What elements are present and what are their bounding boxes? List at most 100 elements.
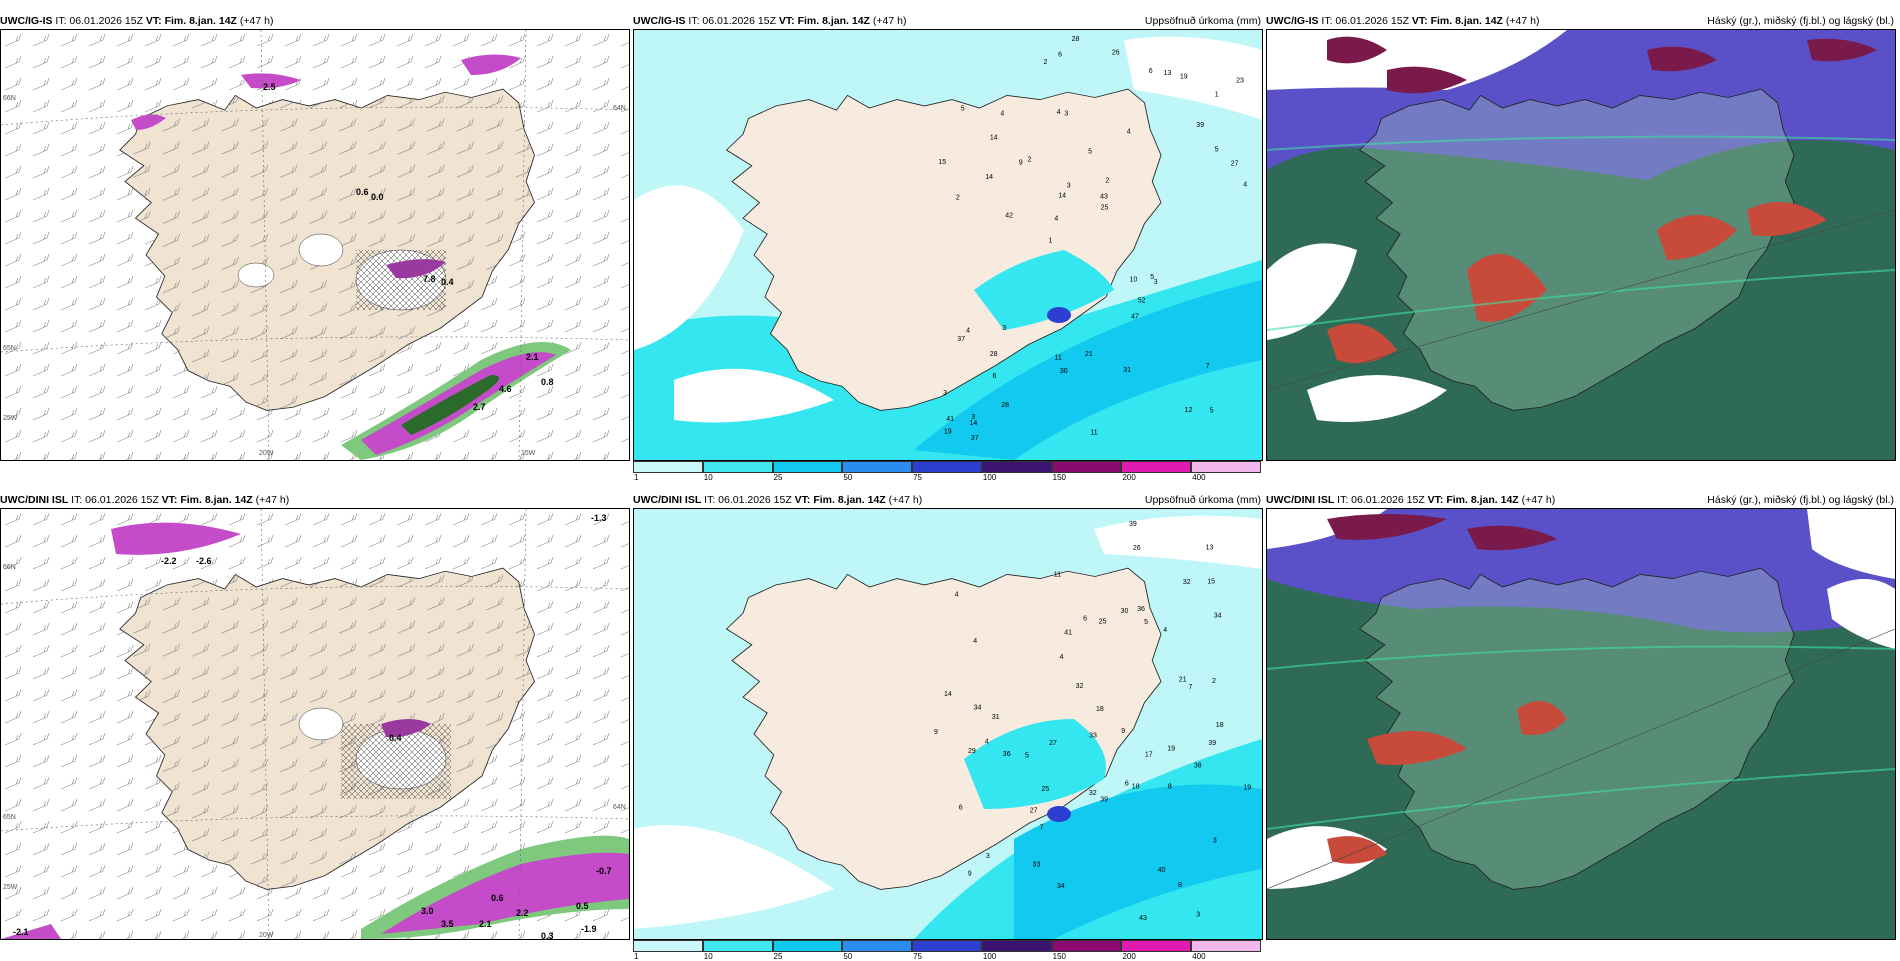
precip-station-value: 12 [1185, 407, 1193, 414]
colorbar-tick: 400 [1192, 473, 1206, 482]
temp-value: -2.2 [161, 556, 177, 566]
precip-station-value: 38 [1194, 762, 1202, 769]
map-precipitation: 3 4 6 4 3 4 3 5 4 6 5 8 7 11 9 6 19 18 14 9 13 25 21 19 18 34 36 33… [633, 508, 1263, 940]
temp-value: 0.3 [541, 931, 554, 939]
colorbar-tick: 150 [1052, 952, 1067, 961]
grid-label: 15W [521, 450, 536, 457]
panel-clouds-igis: UWC/IG-IS IT: 06.01.2026 15Z VT: Fim. 8.… [1266, 13, 1896, 477]
precip-station-value: 2 [956, 195, 960, 202]
precip-station-value: 1 [1215, 91, 1219, 98]
colorbar-segment [1051, 461, 1122, 473]
precip-station-value: 37 [957, 336, 965, 343]
precip-station-value: 52 [1138, 297, 1146, 304]
precip-station-value: 10 [1130, 277, 1138, 284]
panel-header: UWC/DINI ISL IT: 06.01.2026 15Z VT: Fim.… [0, 494, 290, 506]
precip-station-value: 5 [961, 105, 965, 112]
temp-value: -1.3 [591, 513, 607, 523]
precip-station-value: 39 [1129, 521, 1137, 528]
precip-station-value: 6 [1058, 51, 1062, 58]
colorbar-segment [1051, 940, 1122, 952]
precip-station-value: 28 [990, 351, 998, 358]
temp-value: 0.8 [541, 377, 554, 387]
panel-temp-dini: UWC/DINI ISL IT: 06.01.2026 15Z VT: Fim.… [0, 492, 630, 956]
colorbar-tick: 1 [634, 952, 639, 961]
precip-station-value: 18 [1216, 722, 1224, 729]
map-clouds [1266, 29, 1896, 461]
temp-value: 0.4 [441, 277, 454, 287]
precip-station-value: 14 [970, 420, 978, 427]
colorbar-tick: 200 [1122, 473, 1136, 482]
temp-value: 0.0 [371, 192, 384, 202]
precip-station-value: 7 [1206, 363, 1210, 370]
colorbar-tick: 100 [982, 952, 997, 961]
precip-station-value: 33 [1089, 732, 1097, 739]
precip-station-value: 25 [1099, 618, 1107, 625]
precip-station-value: 9 [934, 729, 938, 736]
temp-value: 0.4 [389, 733, 402, 743]
precip-station-value: 47 [1131, 313, 1139, 320]
colorbar-tick: 100 [982, 473, 997, 482]
colorbar-segment [702, 461, 773, 473]
grid-label: 65N [3, 345, 16, 352]
precip-station-value: 4 [1163, 627, 1167, 634]
precip-station-value: 34 [1214, 612, 1222, 619]
colorbar-segment [981, 461, 1052, 473]
colorbar-tick: 10 [703, 952, 713, 961]
precip-station-value: 4 [1060, 654, 1064, 661]
precip-station-value: 5 [1088, 149, 1092, 156]
precip-station-value: 9 [968, 870, 972, 877]
colorbar-tick: 50 [843, 473, 853, 482]
precip-station-value: 32 [1076, 683, 1084, 690]
precip-station-value: 36 [1137, 606, 1145, 613]
temp-value: 2.2 [516, 908, 529, 918]
colorbar-segment [772, 461, 843, 473]
precip-station-value: 41 [946, 416, 954, 423]
precip-station-value: 21 [1179, 677, 1187, 684]
colorbar-tick: 1 [634, 473, 639, 482]
precip-station-value: 3 [1067, 183, 1071, 190]
precip-station-value: 9 [1121, 728, 1125, 735]
precip-station-value: 19 [1180, 74, 1188, 81]
precip-station-value: 6 [1083, 616, 1087, 623]
precip-station-value: 31 [1123, 367, 1131, 374]
precip-station-value: 7 [1189, 684, 1193, 691]
panel-precip-igis: UWC/IG-IS IT: 06.01.2026 15Z VT: Fim. 8.… [633, 13, 1263, 482]
map-temperature: 66N 65N 25W 20W 15W 64N 2.5 0.6 0.0 7.8 … [0, 29, 630, 461]
precip-station-value: 11 [1054, 572, 1061, 579]
precip-station-value: 11 [1090, 430, 1097, 437]
temp-value: 2.1 [479, 919, 492, 929]
precip-station-value: 39 [1208, 740, 1216, 747]
precip-station-value: 4 [1000, 111, 1004, 118]
precip-station-value: 6 [1125, 780, 1129, 787]
precip-station-value: 11 [1055, 354, 1062, 361]
temp-value: 0.6 [491, 893, 504, 903]
precip-station-value: 3 [986, 853, 990, 860]
map-temperature: 66N 65N 64N 25W 20W -2.2 -2.6 -1.3 0.4 3… [0, 508, 630, 940]
precip-station-value: 2 [1212, 678, 1216, 685]
precip-station-value: 30 [1121, 608, 1129, 615]
grid-label: 64N [613, 105, 626, 112]
precip-station-value: 3 [1213, 838, 1217, 845]
precip-station-value: 15 [1207, 579, 1215, 586]
precip-station-value: 26 [1133, 545, 1141, 552]
colorbar-segment [912, 940, 982, 952]
precip-station-value: 14 [990, 135, 998, 142]
precip-station-value: 3 [1002, 325, 1006, 332]
precip-station-value: 5 [1025, 753, 1029, 760]
precip-station-value: 25 [1101, 205, 1109, 212]
precip-station-value: 17 [1145, 752, 1153, 759]
temp-value: 3.0 [421, 906, 434, 916]
temp-value: -2.6 [196, 556, 212, 566]
precip-station-value: 5 [1215, 146, 1219, 153]
panel-header: UWC/IG-IS IT: 06.01.2026 15Z VT: Fim. 8.… [633, 15, 1261, 27]
temp-value: 7.8 [423, 274, 436, 284]
grid-label: 25W [3, 884, 18, 891]
precip-station-value: 5 [1144, 619, 1148, 626]
precip-station-value: 4 [1057, 109, 1061, 116]
colorbar-segment [1191, 940, 1261, 952]
precip-station-value: 27 [1231, 161, 1239, 168]
precip-station-value: 3 [1154, 279, 1158, 286]
colorbar-segment [1191, 461, 1261, 473]
precip-station-value: 2 [1105, 178, 1109, 185]
colorbar-tick: 10 [703, 473, 713, 482]
